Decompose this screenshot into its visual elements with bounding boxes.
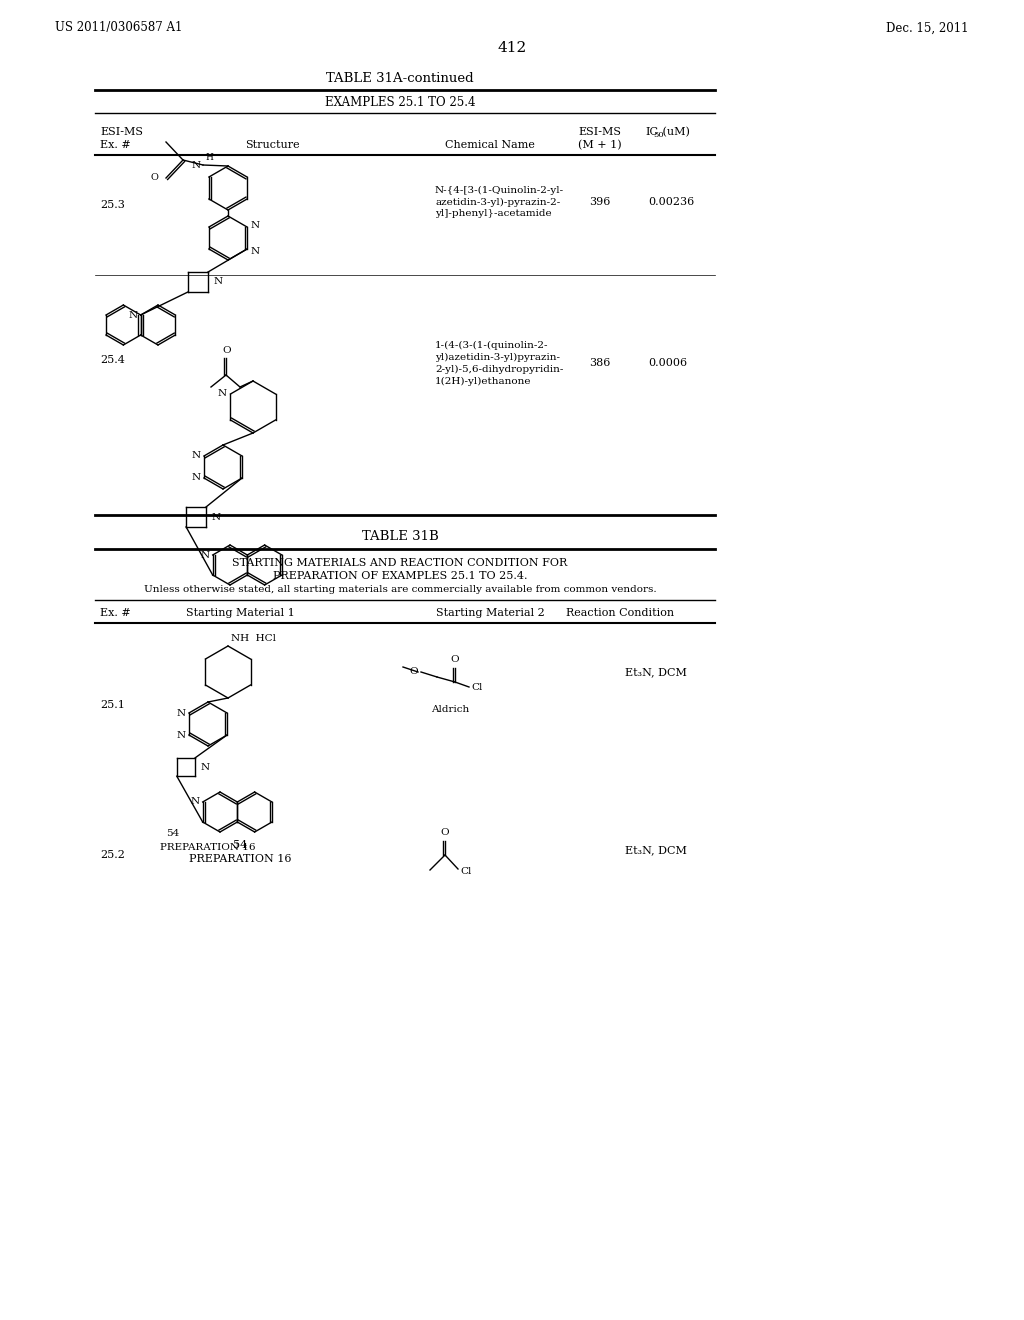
Text: yl]-phenyl}-acetamide: yl]-phenyl}-acetamide <box>435 210 552 219</box>
Text: PREPARATION 16: PREPARATION 16 <box>160 843 256 853</box>
Text: N: N <box>214 277 223 286</box>
Text: N: N <box>191 161 201 169</box>
Text: (M + 1): (M + 1) <box>579 140 622 150</box>
Text: Reaction Condition: Reaction Condition <box>566 609 674 618</box>
Text: 412: 412 <box>498 41 526 55</box>
Text: Structure: Structure <box>245 140 299 150</box>
Text: N: N <box>201 763 210 771</box>
Text: H: H <box>205 153 213 162</box>
Text: N: N <box>212 512 221 521</box>
Text: 396: 396 <box>590 197 610 207</box>
Text: N: N <box>177 709 186 718</box>
Text: TABLE 31B: TABLE 31B <box>361 531 438 544</box>
Text: PREPARATION 16: PREPARATION 16 <box>188 854 291 865</box>
Text: N: N <box>191 451 201 461</box>
Text: 54: 54 <box>232 840 247 850</box>
Text: N-{4-[3-(1-Quinolin-2-yl-: N-{4-[3-(1-Quinolin-2-yl- <box>435 185 564 194</box>
Text: Et₃N, DCM: Et₃N, DCM <box>625 667 687 677</box>
Text: O: O <box>440 828 450 837</box>
Text: NH  HCl: NH HCl <box>231 634 276 643</box>
Text: Cl: Cl <box>471 682 482 692</box>
Text: EXAMPLES 25.1 TO 25.4: EXAMPLES 25.1 TO 25.4 <box>325 96 475 110</box>
Text: TABLE 31A-continued: TABLE 31A-continued <box>327 71 474 84</box>
Text: 386: 386 <box>590 358 610 368</box>
Text: 25.2: 25.2 <box>100 850 125 861</box>
Text: IC: IC <box>645 127 658 137</box>
Text: Et₃N, DCM: Et₃N, DCM <box>625 845 687 855</box>
Text: Dec. 15, 2011: Dec. 15, 2011 <box>887 21 969 34</box>
Text: O: O <box>451 655 460 664</box>
Text: 25.3: 25.3 <box>100 201 125 210</box>
Text: azetidin-3-yl)-pyrazin-2-: azetidin-3-yl)-pyrazin-2- <box>435 198 560 206</box>
Text: Ex. #: Ex. # <box>100 140 131 150</box>
Text: US 2011/0306587 A1: US 2011/0306587 A1 <box>55 21 182 34</box>
Text: O: O <box>151 173 158 181</box>
Text: N: N <box>129 310 137 319</box>
Text: 2-yl)-5,6-dihydropyridin-: 2-yl)-5,6-dihydropyridin- <box>435 364 563 374</box>
Text: 50: 50 <box>653 131 664 139</box>
Text: Unless otherwise stated, all starting materials are commercially available from : Unless otherwise stated, all starting ma… <box>143 586 656 594</box>
Text: N: N <box>250 247 259 256</box>
Text: ESI-MS: ESI-MS <box>100 127 143 137</box>
Text: 1(2H)-yl)ethanone: 1(2H)-yl)ethanone <box>435 376 531 385</box>
Text: Chemical Name: Chemical Name <box>445 140 535 150</box>
Text: ESI-MS: ESI-MS <box>579 127 622 137</box>
Text: N: N <box>217 388 226 397</box>
Text: 25.1: 25.1 <box>100 700 125 710</box>
Text: 25.4: 25.4 <box>100 355 125 366</box>
Text: yl)azetidin-3-yl)pyrazin-: yl)azetidin-3-yl)pyrazin- <box>435 352 560 362</box>
Text: 0.00236: 0.00236 <box>648 197 694 207</box>
Text: N: N <box>250 220 259 230</box>
Text: (uM): (uM) <box>659 127 690 137</box>
Text: N: N <box>201 550 210 560</box>
Text: 0.0006: 0.0006 <box>648 358 687 368</box>
Text: N: N <box>190 797 200 807</box>
Text: O: O <box>410 667 418 676</box>
Text: N: N <box>177 730 186 739</box>
Text: Ex. #: Ex. # <box>100 609 131 618</box>
Text: STARTING MATERIALS AND REACTION CONDITION FOR: STARTING MATERIALS AND REACTION CONDITIO… <box>232 558 567 568</box>
Text: Starting Material 1: Starting Material 1 <box>185 609 294 618</box>
Text: PREPARATION OF EXAMPLES 25.1 TO 25.4.: PREPARATION OF EXAMPLES 25.1 TO 25.4. <box>272 572 527 581</box>
Text: 54: 54 <box>166 829 179 838</box>
Text: 1-(4-(3-(1-(quinolin-2-: 1-(4-(3-(1-(quinolin-2- <box>435 341 549 350</box>
Text: O: O <box>222 346 231 355</box>
Text: Starting Material 2: Starting Material 2 <box>435 609 545 618</box>
Text: Aldrich: Aldrich <box>431 705 469 714</box>
Text: Cl: Cl <box>460 867 471 876</box>
Text: N: N <box>191 474 201 483</box>
